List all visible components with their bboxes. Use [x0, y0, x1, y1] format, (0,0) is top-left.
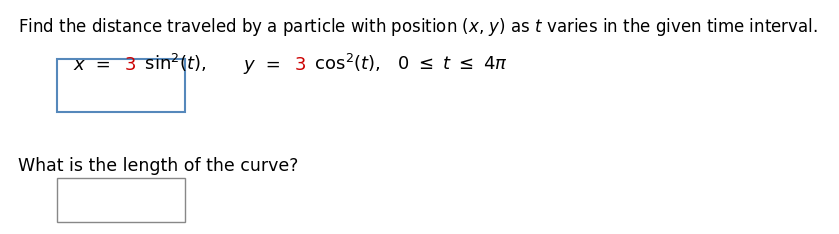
Text: Find the distance traveled by a particle with position ($x$, $y$) as $t$ varies : Find the distance traveled by a particle… [18, 16, 818, 38]
Text: =: = [90, 56, 117, 74]
Text: What is the length of the curve?: What is the length of the curve? [18, 157, 299, 175]
Text: sin$^{2}$($t$),: sin$^{2}$($t$), [139, 52, 220, 74]
Bar [57, 58, 185, 112]
Text: cos$^{2}$($t$),   0 $\leq$ $t$ $\leq$ 4$\pi$: cos$^{2}$($t$), 0 $\leq$ $t$ $\leq$ 4$\p… [310, 52, 508, 74]
Bar [57, 178, 185, 222]
Text: $y$: $y$ [243, 58, 256, 76]
Text: $x$: $x$ [73, 56, 86, 74]
Text: 3: 3 [124, 56, 136, 74]
Text: =: = [260, 56, 287, 74]
Text: 3: 3 [294, 56, 306, 74]
